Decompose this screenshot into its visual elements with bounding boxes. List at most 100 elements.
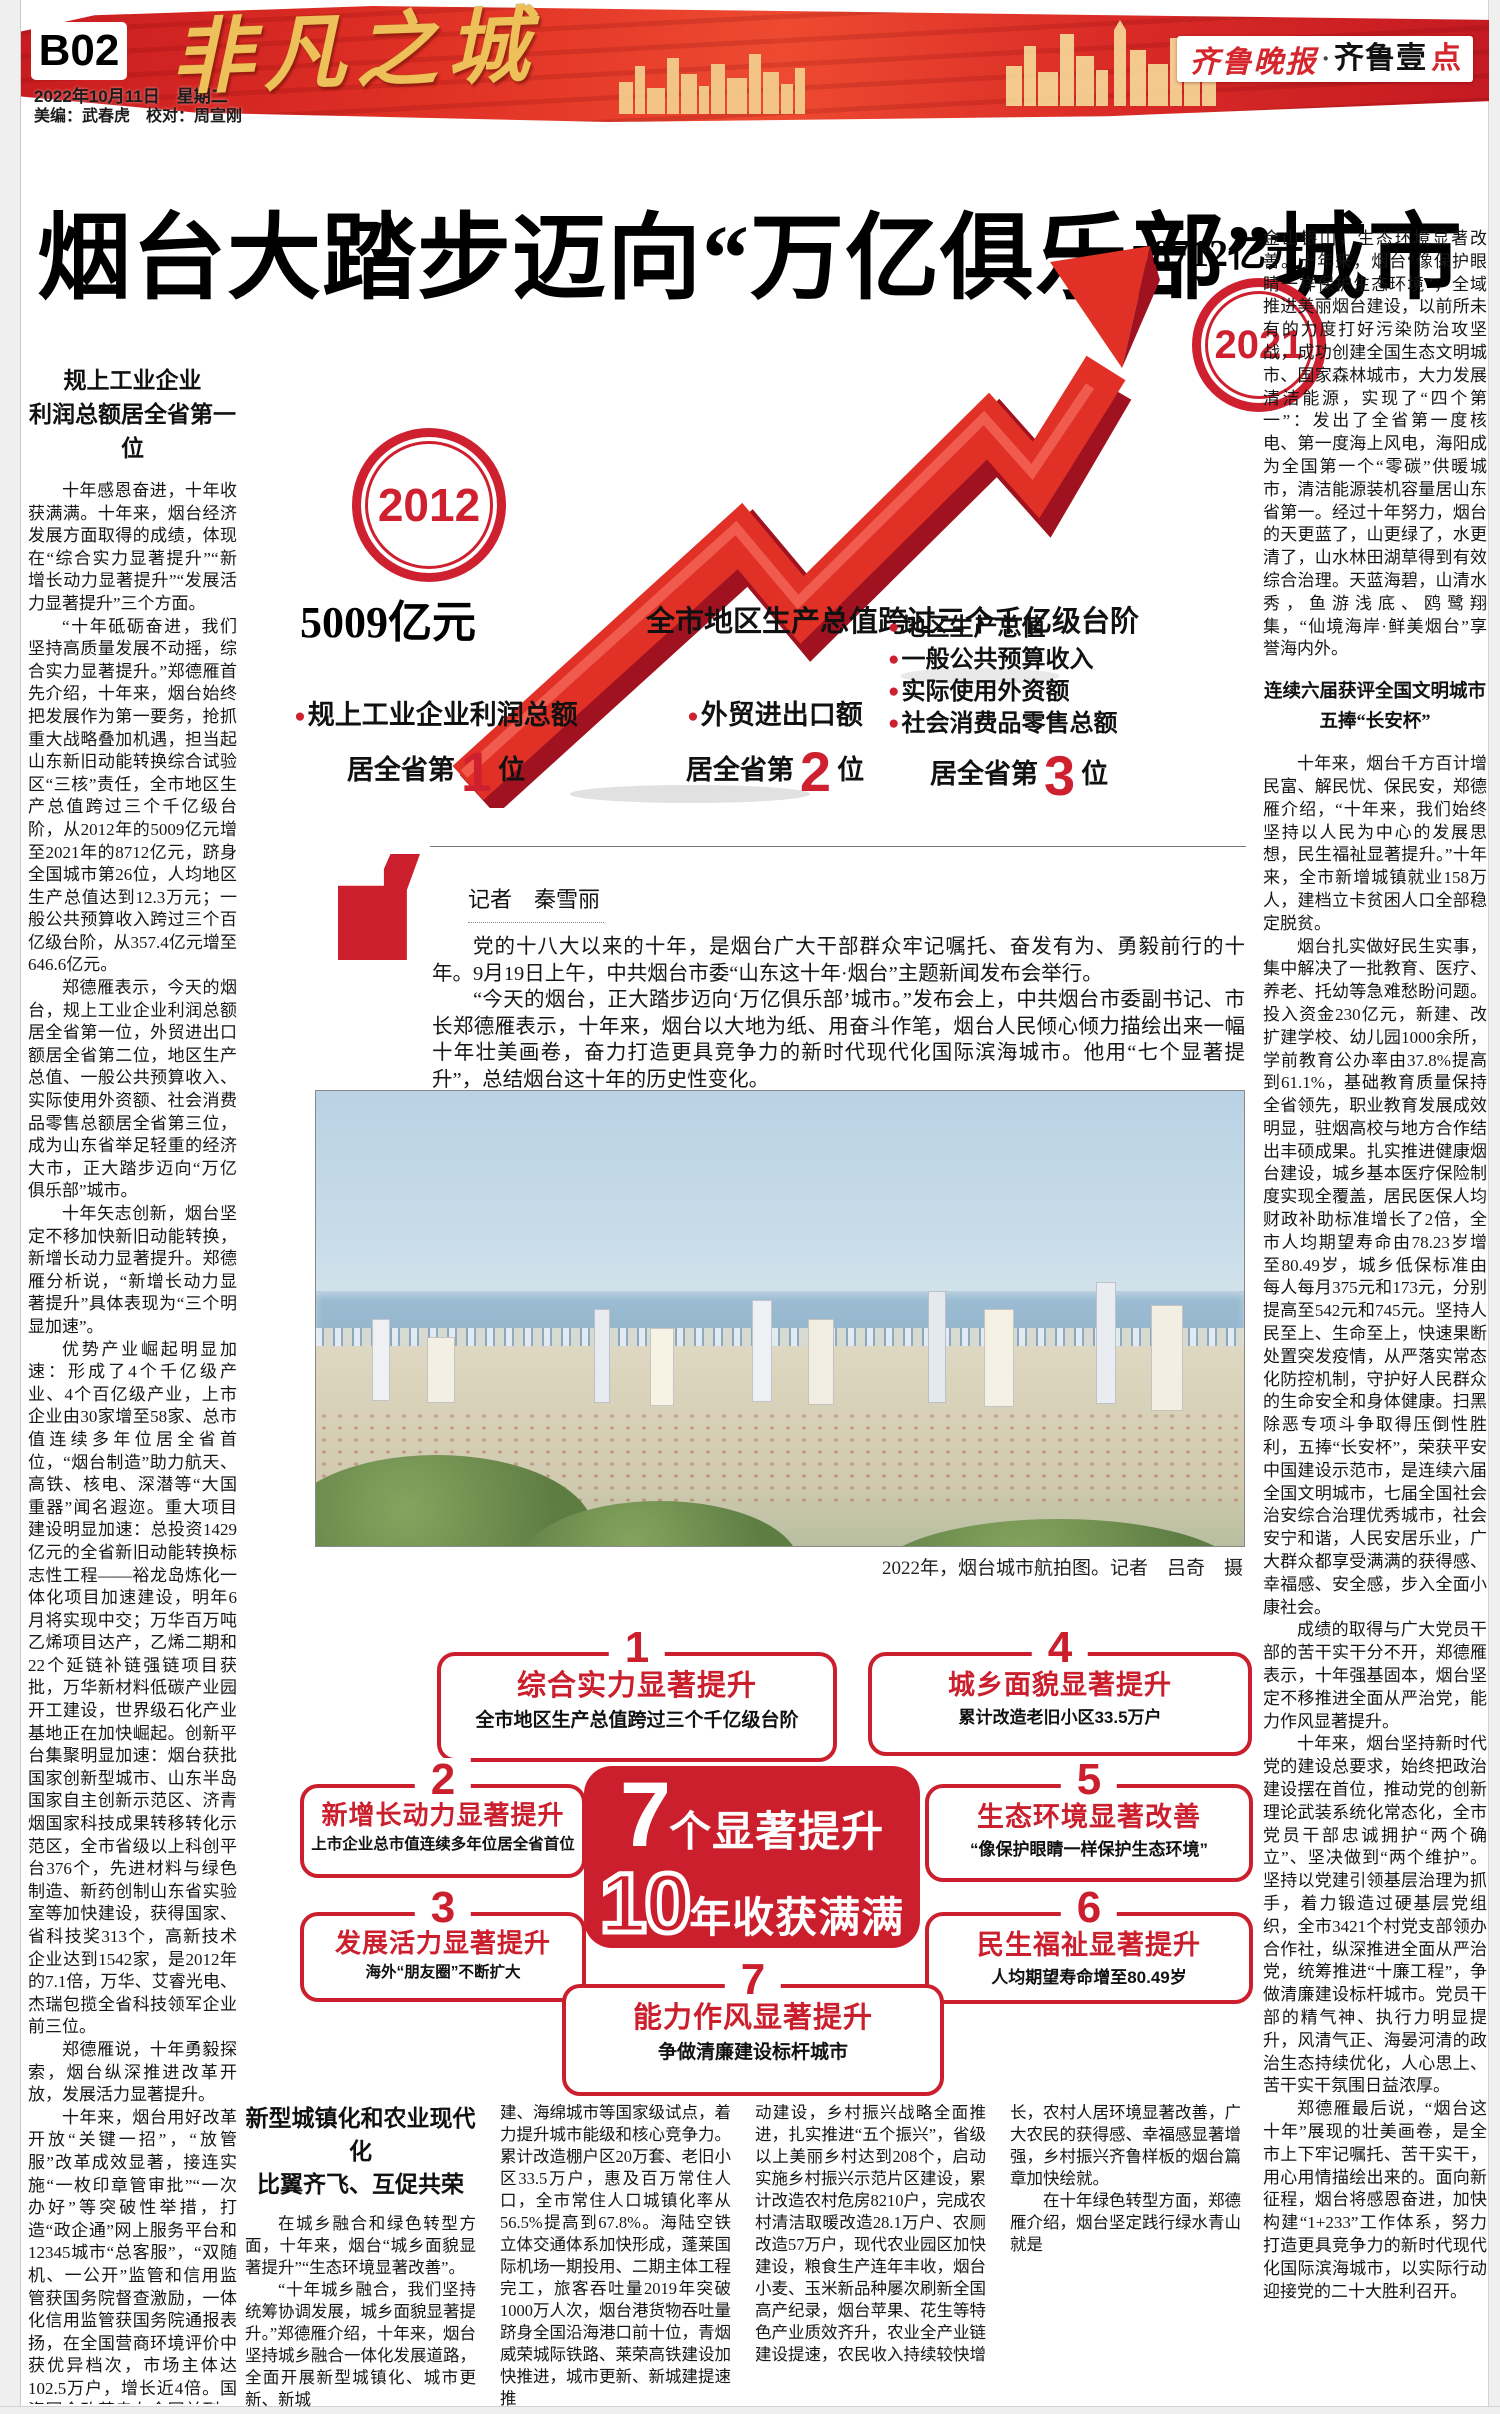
item-title: 能力作风显著提升 <box>632 2002 873 2034</box>
photo-caption: 2022年，烟台城市航拍图。记者 吕奇 摄 <box>881 1558 1243 1579</box>
article-paragraph: 十年来，烟台用好改革开放“关键一招”，“放管服”改革成效显著，接连实施“一枚印章… <box>28 2107 237 2404</box>
center-rest1: 个显著提升 <box>669 1808 885 1855</box>
infographic-item-4: 4 城乡面貌显著提升 累计改造老旧小区33.5万户 <box>868 1626 1252 1756</box>
article-paragraph: 在十年绿色转型方面，郑德雁介绍，烟台坚定践行绿水青山就是 <box>1010 2191 1241 2254</box>
item-desc: 上市企业总市值连续多年位居全省首位 <box>311 1836 575 1853</box>
gdp-end-value: 8712亿元 <box>1152 233 1305 275</box>
bottom-headline-line1: 新型城镇化和农业现代化 <box>245 2106 476 2164</box>
article-paragraph: 在城乡融合和绿色转型方面，十年来，烟台“城乡面貌显著提升”“生态环境显著改善”。 <box>245 2214 476 2277</box>
article-paragraph: 十年感恩奋进，十年收获满满。十年来，烟台经济发展方面取得的成绩，体现在“综合实力… <box>28 481 237 613</box>
rank-number: 1 <box>460 740 493 803</box>
article-paragraph: 郑德雁表示，今天的烟台，规上工业企业利润总额居全省第一位，外贸进出口额居全省第二… <box>28 978 237 1201</box>
item-title: 综合实力显著提升 <box>516 1670 757 1702</box>
item-desc: 海外“朋友圈”不断扩大 <box>365 1964 521 1981</box>
bottom-headline-line2: 比翼齐飞、互促共荣 <box>257 2172 464 2197</box>
article-paragraph: 动建设，乡村振兴战略全面推进，扎实推进“五个振兴”，省级以上美丽乡村达到208个… <box>755 2103 986 2364</box>
bottom-article-col2: 建、海绵城市等国家级试点，着力提升城市能级和核心竞争力。累计改造棚户区20万套、… <box>500 2102 731 2408</box>
photo-tower <box>807 1318 834 1405</box>
page-edge-left <box>0 0 21 2414</box>
rank-suffix: 位 <box>837 755 865 785</box>
photo-tower <box>1095 1282 1116 1405</box>
right-subhead-line1: 连续六届获评全国文明城市 <box>1263 682 1486 703</box>
item-title: 城乡面貌显著提升 <box>948 1670 1172 1700</box>
item-title: 生态环境显著改善 <box>977 1802 1201 1832</box>
item-desc: 累计改造老旧小区33.5万户 <box>958 1708 1162 1727</box>
rank-prefix: 居全省第 <box>685 755 794 785</box>
newspaper-masthead: 齐鲁晚报 · 齐鲁壹 点 <box>1177 36 1473 82</box>
article-paragraph: 金山银山，生态环境显著改善。十年来，烟台“像保护眼睛一样保护生态环境”，全域推进… <box>1263 229 1487 659</box>
photo-tower <box>752 1300 773 1403</box>
rank-prefix: 居全省第 <box>346 755 455 785</box>
city-skyline-icon <box>619 54 805 114</box>
lead-paragraphs: 党的十八大以来的十年，是烟台广大干部群众牢记嘱托、奋发有为、勇毅前行的十年。9月… <box>432 934 1245 1093</box>
infographic-item-6: 6 民生福祉显著提升 人均期望寿命增至80.49岁 <box>925 1886 1253 2004</box>
quote-mark-icon <box>338 854 420 960</box>
big-ten: 10 <box>597 1856 693 1950</box>
subhead-line2: 利润总额居全省第一位 <box>29 402 236 461</box>
ranking-item: 地区生产总值 <box>888 612 1240 644</box>
center-line1: 7 个显著提升 <box>620 1769 884 1861</box>
bottom-article-headline: 新型城镇化和农业现代化 比翼齐飞、互促共荣 <box>245 2102 476 2201</box>
right-article-subhead: 连续六届获评全国文明城市 五捧“长安杯” <box>1263 677 1487 737</box>
article-paragraph: 十年来，烟台千方百计增民富、解民忧、保民安，郑德雁介绍，“十年来，我们始终坚持以… <box>1263 754 1487 933</box>
item-desc: 人均期望寿命增至80.49岁 <box>991 1968 1187 1987</box>
masthead-dot: · <box>1321 44 1330 73</box>
gdp-growth-arrow <box>452 246 1160 808</box>
item-title: 新增长动力显著提升 <box>321 1800 565 1830</box>
article-paragraph: “十年砥砺奋进，我们坚持高质量发展不动摇，综合实力显著提升。”郑德雁首先介绍，十… <box>28 616 237 975</box>
lead-paragraph: “今天的烟台，正大踏步迈向‘万亿俱乐部’城市。”发布会上，中共烟台市委副书记、市… <box>432 989 1245 1091</box>
ranking-item: 一般公共预算收入 <box>888 644 1240 676</box>
article-paragraph: 郑德雁说，十年勇毅探索，烟台纵深推进改革开放，发展活力显著提升。 <box>28 2039 237 2105</box>
issue-date: 2022年10月11日 星期二 <box>34 88 228 105</box>
photo-tower <box>594 1309 611 1404</box>
photo-tower <box>928 1291 947 1404</box>
rank-suffix: 位 <box>498 755 526 785</box>
item-number: 4 <box>1031 1626 1089 1670</box>
masthead-accent-char: 点 <box>1431 42 1461 75</box>
aerial-city-photo <box>315 1090 1245 1547</box>
bottom-article-col4: 长，农村人居环境显著改善，广大农民的获得感、幸福感显著增强，乡村振兴齐鲁样板的烟… <box>1010 2102 1241 2408</box>
left-article-subhead: 规上工业企业 利润总额居全省第一位 <box>28 364 237 466</box>
rank-number: 3 <box>1044 744 1076 807</box>
article-paragraph: 成绩的取得与广大党员干部的苦干实干分不开，郑德雁表示，十年强基固本，烟台坚定不移… <box>1263 1620 1487 1731</box>
infographic-center-badge: 7 个显著提升 10 年收获满满 <box>584 1766 920 1948</box>
center-rest2: 年收获满满 <box>689 1894 905 1941</box>
item-number: 5 <box>1060 1758 1118 1802</box>
ranking-item: 规上工业企业利润总额 <box>286 698 586 734</box>
article-paragraph: 长，农村人居环境显著改善，广大农民的获得感、幸福感显著增强，乡村振兴齐鲁样板的烟… <box>1010 2103 1241 2188</box>
infographic-item-5: 5 生态环境显著改善 “像保护眼睛一样保护生态环境” <box>925 1758 1253 1882</box>
ranking-item: 实际使用外资额 <box>888 676 1240 708</box>
item-number: 2 <box>414 1758 472 1802</box>
ranking-rank-line: 居全省第 2 位 <box>650 744 900 800</box>
ranking-item: 外贸进出口额 <box>650 698 900 734</box>
bottom-article-col3: 动建设，乡村振兴战略全面推进，扎实推进“五个振兴”，省级以上美丽乡村达到208个… <box>755 2102 986 2408</box>
masthead-banner: B02 2022年10月11日 星期二 美编：武春虎 校对：周宣刚 非凡之城 齐… <box>21 1 1489 125</box>
ranking-rank-line: 居全省第 1 位 <box>286 744 586 800</box>
reporter-byline: 记者 秦雪丽 <box>468 882 605 923</box>
article-paragraph: 建、海绵城市等国家级试点，着力提升城市能级和核心竞争力。累计改造棚户区20万套、… <box>500 2103 731 2408</box>
item-desc: 争做清廉建设标杆城市 <box>657 2042 848 2063</box>
year-stamp-2021: 2021 <box>1192 278 1326 412</box>
right-subhead-line2: 五捧“长安杯” <box>1319 712 1431 733</box>
article-paragraph: 十年来，烟台坚持新时代党的建设总要求，始终把政治建设摆在首位，推动党的创新理论武… <box>1263 1734 1487 2096</box>
item-number: 7 <box>724 1958 782 2002</box>
item-number: 1 <box>608 1626 666 1670</box>
item-title: 民生福祉显著提升 <box>977 1930 1201 1960</box>
photo-tower <box>1151 1304 1184 1411</box>
rank-prefix: 居全省第 <box>930 759 1038 789</box>
center-line2: 10 年收获满满 <box>597 1856 905 1950</box>
right-article-column: 金山银山，生态环境显著改善。十年来，烟台“像保护眼睛一样保护生态环境”，全域推进… <box>1263 228 1487 2408</box>
date-text: 2022年10月11日 <box>34 87 160 106</box>
photo-tower <box>650 1327 675 1406</box>
ranking-rank-line: 居全省第 3 位 <box>888 748 1240 804</box>
infographic-item-2: 2 新增长动力显著提升 上市企业总市值连续多年位居全省首位 <box>300 1758 586 1878</box>
rank-number: 2 <box>799 740 832 803</box>
item-desc: “像保护眼睛一样保护生态环境” <box>970 1840 1208 1859</box>
infographic-item-3: 3 发展活力显著提升 海外“朋友圈”不断扩大 <box>300 1886 586 2002</box>
photo-tower <box>984 1309 1015 1408</box>
masthead-qilu-evening-news: 齐鲁晚报 <box>1189 46 1318 79</box>
